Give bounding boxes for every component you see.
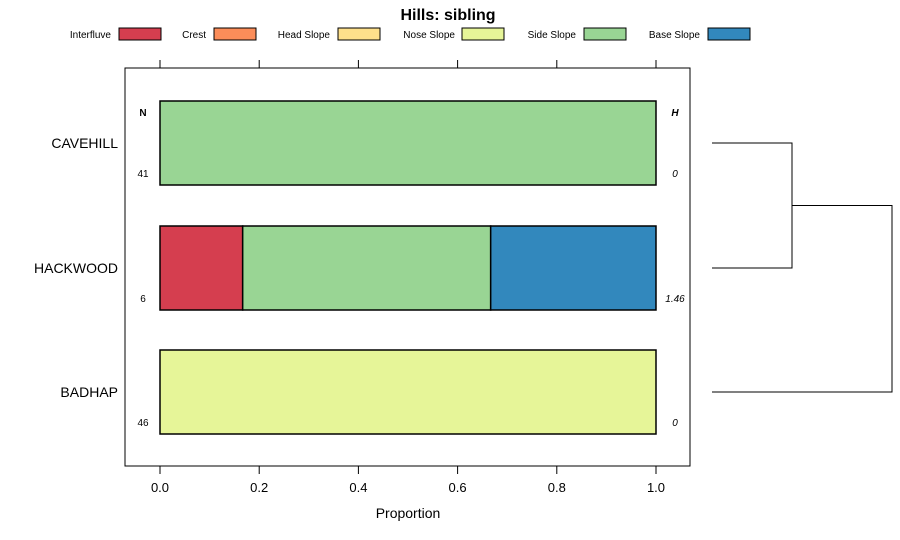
dendrogram [712,142,893,393]
chart-title: Hills: sibling [400,7,495,24]
bar-segment-hackwood-base-slope [489,225,657,311]
bar-segment-hackwood-side-slope [241,225,492,311]
x-axis: 0.0 0.2 0.4 0.6 0.8 1.0 [151,60,665,495]
h-value-cavehill: 0 [672,169,678,180]
n-value-hackwood: 6 [140,294,146,305]
n-value-cavehill: 41 [137,169,149,180]
n-column-header: N [139,108,146,119]
bar-segment-badhap-nose-slope [159,349,657,435]
row-labels: CAVEHILL 41 0 HACKWOOD 6 1.46 BADHAP 46 0 [34,135,685,429]
x-axis-label: Proportion [376,505,441,521]
h-value-badhap: 0 [672,418,678,429]
row-label-cavehill: CAVEHILL [51,135,118,151]
plot-frame [124,67,691,467]
row-label-hackwood: HACKWOOD [34,260,118,276]
x-tick-label: 0.8 [548,480,566,495]
bar-segment-cavehill-side-slope [159,100,657,186]
legend-label-head-slope: Head Slope [278,30,331,41]
h-column-header: H [671,108,679,119]
legend-swatch-nose-slope [461,27,505,41]
n-value-badhap: 46 [137,418,149,429]
h-value-hackwood: 1.46 [665,294,685,305]
legend-label-base-slope: Base Slope [649,30,701,41]
legend-label-interfluve: Interfluve [70,30,112,41]
dendrogram-branches [712,142,893,393]
row-label-badhap: BADHAP [60,384,118,400]
legend-swatch-base-slope [707,27,751,41]
bar-segment-hackwood-interfluve [159,225,244,311]
legend-label-crest: Crest [182,30,206,41]
legend-label-nose-slope: Nose Slope [403,30,455,41]
bars-group [159,100,657,435]
legend-swatch-crest [213,27,257,41]
x-tick-label: 0.2 [250,480,268,495]
legend-swatch-side-slope [583,27,627,41]
x-tick-label: 0.0 [151,480,169,495]
x-tick-label: 0.4 [349,480,367,495]
x-tick-label: 0.6 [449,480,467,495]
legend-label-side-slope: Side Slope [528,30,577,41]
legend-swatch-head-slope [337,27,381,41]
legend: Interfluve Crest Head Slope Nose Slope Side … [70,27,751,41]
x-tick-label: 1.0 [647,480,665,495]
legend-swatch-interfluve [118,27,162,41]
